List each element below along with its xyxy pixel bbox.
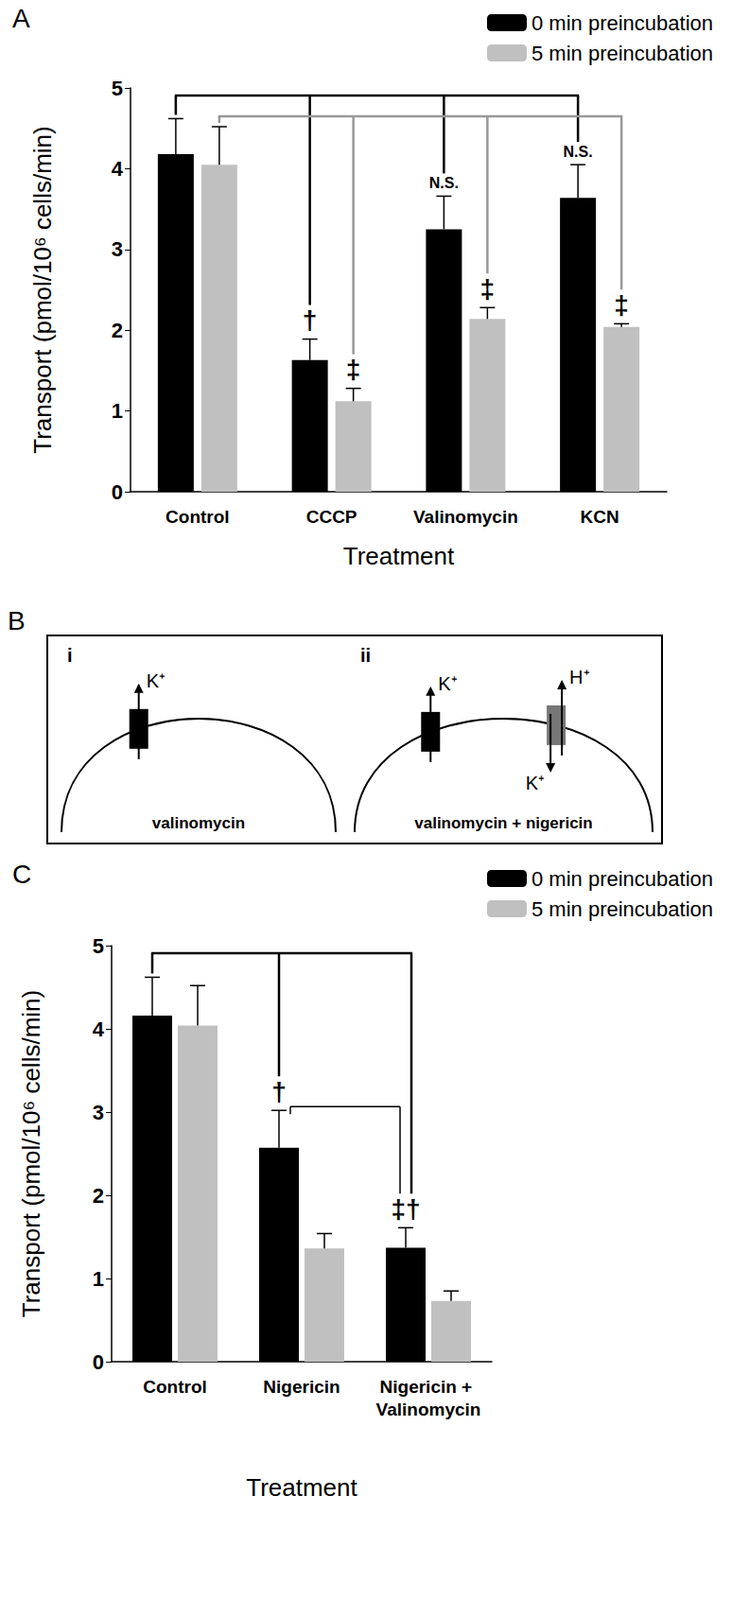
svg-text:Transport (pmol/10⁶ cells/min): Transport (pmol/10⁶ cells/min)	[28, 125, 57, 454]
svg-text:Treatment: Treatment	[343, 541, 455, 571]
svg-text:0: 0	[92, 1350, 105, 1375]
svg-text:1: 1	[111, 399, 123, 423]
svg-text:Control: Control	[165, 506, 230, 527]
svg-text:3: 3	[111, 237, 123, 262]
svg-text:N.S.: N.S.	[429, 174, 459, 192]
svg-text:valinomycin + nigericin: valinomycin + nigericin	[414, 814, 593, 833]
svg-text:A: A	[12, 3, 31, 34]
svg-text:ii: ii	[360, 644, 371, 666]
svg-text:2: 2	[92, 1184, 105, 1208]
svg-text:5 min preincubation: 5 min preincubation	[531, 41, 714, 66]
svg-text:‡†: ‡†	[390, 1194, 420, 1224]
svg-text:Valinomycin: Valinomycin	[376, 1399, 482, 1420]
svg-text:K⁺: K⁺	[146, 670, 166, 692]
svg-text:N.S.: N.S.	[563, 143, 593, 160]
svg-text:5: 5	[92, 934, 105, 959]
svg-text:0 min preincubation: 0 min preincubation	[531, 867, 714, 891]
svg-text:0: 0	[111, 480, 123, 505]
svg-text:†: †	[302, 305, 318, 335]
svg-text:CCCP: CCCP	[306, 506, 358, 527]
svg-text:5 min preincubation: 5 min preincubation	[531, 897, 714, 922]
svg-text:‡: ‡	[346, 354, 362, 384]
svg-text:‡: ‡	[613, 290, 629, 320]
svg-text:K⁺: K⁺	[525, 772, 545, 794]
svg-text:4: 4	[92, 1017, 105, 1042]
svg-text:B: B	[7, 606, 26, 636]
svg-text:‡: ‡	[480, 274, 496, 304]
svg-text:2: 2	[111, 318, 123, 343]
svg-text:1: 1	[92, 1267, 105, 1291]
svg-text:4: 4	[111, 156, 124, 181]
svg-text:i: i	[67, 644, 73, 666]
svg-text:†: †	[271, 1077, 287, 1107]
svg-text:H⁺: H⁺	[569, 666, 590, 688]
svg-text:0 min preincubation: 0 min preincubation	[531, 11, 714, 35]
svg-text:Valinomycin: Valinomycin	[413, 506, 519, 527]
svg-text:3: 3	[92, 1100, 105, 1125]
svg-text:5: 5	[111, 76, 123, 101]
svg-text:KCN: KCN	[580, 506, 620, 527]
svg-text:C: C	[12, 859, 32, 889]
svg-text:Treatment: Treatment	[245, 1473, 358, 1502]
svg-text:K⁺: K⁺	[437, 673, 457, 695]
svg-text:Nigericin +: Nigericin +	[380, 1376, 478, 1397]
svg-text:valinomycin: valinomycin	[152, 814, 245, 833]
svg-text:Control: Control	[142, 1376, 208, 1397]
svg-text:Transport (pmol/10⁶ cells/min): Transport (pmol/10⁶ cells/min)	[17, 990, 46, 1318]
svg-text:Nigericin: Nigericin	[262, 1376, 340, 1397]
